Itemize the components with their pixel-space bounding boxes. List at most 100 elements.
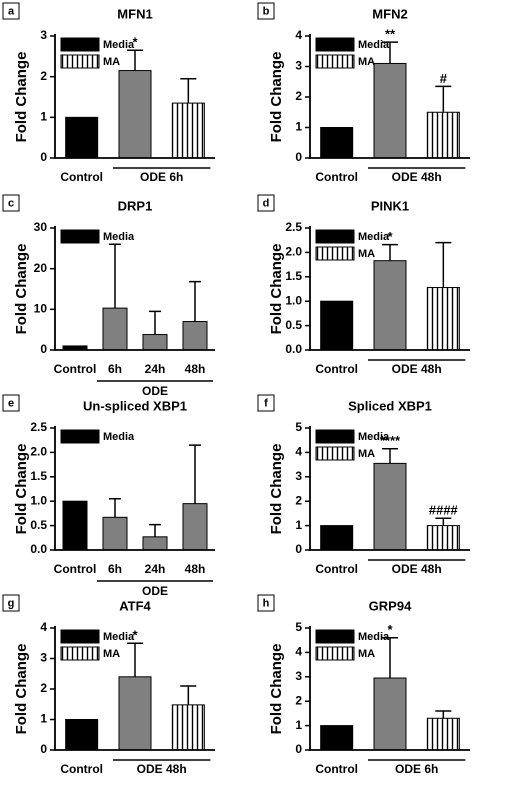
bar bbox=[373, 677, 407, 751]
chart-panel: b MFN2 Fold Change 0 1 2 3 4 Control ** # ODE 48h Me… bbox=[257, 2, 470, 184]
panel-label: h bbox=[263, 597, 270, 609]
panel-label: e bbox=[8, 397, 14, 409]
chart-panel: c DRP1 Fold Change 0 10 20 30 Control 6h 24h 48h OD… bbox=[2, 194, 215, 398]
y-tick-label: 2.5 bbox=[285, 220, 302, 234]
y-axis-label: Fold Change bbox=[13, 444, 30, 535]
chart-panel: a MFN1 Fold Change 0 1 2 3 Control * ODE 6h Media M… bbox=[2, 2, 215, 184]
bar bbox=[171, 102, 205, 159]
y-tick-label: 2 bbox=[295, 89, 302, 103]
error-bar bbox=[382, 41, 398, 64]
error-bar bbox=[435, 517, 452, 526]
bar bbox=[142, 334, 168, 351]
bar bbox=[373, 62, 407, 159]
x-tick-label: Control bbox=[315, 362, 358, 376]
y-tick-label: 0 bbox=[295, 542, 302, 556]
legend-swatch bbox=[60, 646, 100, 661]
y-tick-label: 1.5 bbox=[285, 269, 302, 283]
y-tick-label: 1.0 bbox=[30, 493, 47, 507]
group-label: ODE 6h bbox=[140, 170, 183, 184]
y-tick-label: 2.0 bbox=[285, 245, 302, 259]
y-tick-label: 1 bbox=[295, 120, 302, 134]
group-label: ODE 48h bbox=[392, 362, 442, 376]
significance-label: # bbox=[440, 71, 448, 86]
y-tick-label: 2.5 bbox=[30, 420, 47, 434]
axes bbox=[54, 426, 215, 551]
axes bbox=[309, 426, 470, 551]
panel-label: c bbox=[8, 197, 14, 209]
x-tick-label: Control bbox=[315, 562, 358, 576]
legend-label: Media bbox=[103, 231, 135, 243]
chart-title: DRP1 bbox=[118, 198, 153, 213]
error-bar bbox=[382, 243, 398, 261]
chart-panel: h GRP94 Fold Change 0 1 2 3 4 5 Control * ODE 6h Med… bbox=[257, 594, 470, 776]
bar bbox=[65, 116, 99, 159]
panel-label-box bbox=[257, 394, 275, 412]
significance-label: ** bbox=[385, 27, 396, 42]
y-tick-label: 1.5 bbox=[30, 469, 47, 483]
panel-label: b bbox=[263, 5, 270, 17]
chart-panel: f Spliced XBP1 Fold Change 0 1 2 3 4 5 Control ***… bbox=[257, 394, 470, 576]
bar bbox=[426, 717, 460, 751]
y-tick-label: 4 bbox=[40, 620, 47, 634]
x-tick-label: 6h bbox=[108, 562, 122, 576]
legend-swatch bbox=[315, 629, 355, 644]
axes bbox=[54, 626, 215, 751]
bar bbox=[320, 725, 354, 751]
legend-label: MA bbox=[358, 56, 375, 68]
panel-label: d bbox=[263, 197, 270, 209]
chart-title: ATF4 bbox=[119, 598, 151, 613]
chart-title: MFN1 bbox=[117, 6, 152, 21]
panel-label: a bbox=[8, 5, 15, 17]
x-tick-label: 24h bbox=[145, 362, 166, 376]
chart-title: Un-spliced XBP1 bbox=[83, 398, 187, 413]
error-bar bbox=[435, 85, 452, 113]
bar bbox=[320, 300, 354, 351]
group-label: ODE bbox=[142, 584, 168, 598]
y-axis-label: Fold Change bbox=[268, 244, 285, 335]
legend-swatch bbox=[60, 37, 100, 52]
y-tick-label: 30 bbox=[34, 220, 48, 234]
y-tick-label: 0.0 bbox=[30, 542, 47, 556]
y-tick-label: 2.0 bbox=[30, 445, 47, 459]
legend-swatch bbox=[315, 246, 355, 261]
error-bar bbox=[382, 447, 398, 464]
x-tick-label: Control bbox=[60, 762, 103, 776]
y-axis-label: Fold Change bbox=[13, 52, 30, 143]
panel-label-box bbox=[2, 2, 20, 20]
group-label: ODE 6h bbox=[395, 762, 438, 776]
y-tick-label: 3 bbox=[295, 59, 302, 73]
bar bbox=[102, 307, 128, 351]
group-label: ODE bbox=[142, 384, 168, 398]
legend-swatch bbox=[60, 54, 100, 69]
y-tick-label: 0.5 bbox=[30, 518, 47, 532]
legend-swatch bbox=[315, 646, 355, 661]
significance-label: * bbox=[132, 628, 138, 643]
legend-swatch bbox=[315, 429, 355, 444]
x-tick-label: 48h bbox=[185, 362, 206, 376]
legend-label: Media bbox=[103, 431, 135, 443]
bar bbox=[426, 287, 460, 351]
panel-label-box bbox=[2, 394, 20, 412]
legend-swatch bbox=[315, 229, 355, 244]
legend-swatch bbox=[60, 629, 100, 644]
legend-label: MA bbox=[358, 448, 375, 460]
bar bbox=[373, 260, 407, 351]
x-tick-label: 6h bbox=[108, 362, 122, 376]
bar bbox=[65, 719, 99, 751]
y-tick-label: 4 bbox=[295, 645, 302, 659]
panel-label-box bbox=[257, 194, 275, 212]
significance-label: #### bbox=[429, 503, 459, 518]
x-tick-label: Control bbox=[60, 170, 103, 184]
y-tick-label: 0 bbox=[40, 742, 47, 756]
legend-label: MA bbox=[103, 648, 120, 660]
axes bbox=[309, 626, 470, 751]
significance-label: * bbox=[132, 35, 138, 50]
y-axis-label: Fold Change bbox=[268, 644, 285, 735]
error-bar bbox=[435, 710, 452, 719]
error-bar bbox=[109, 498, 121, 518]
y-tick-label: 0 bbox=[295, 150, 302, 164]
group-label: ODE 48h bbox=[392, 562, 442, 576]
chart-title: Spliced XBP1 bbox=[348, 398, 432, 413]
